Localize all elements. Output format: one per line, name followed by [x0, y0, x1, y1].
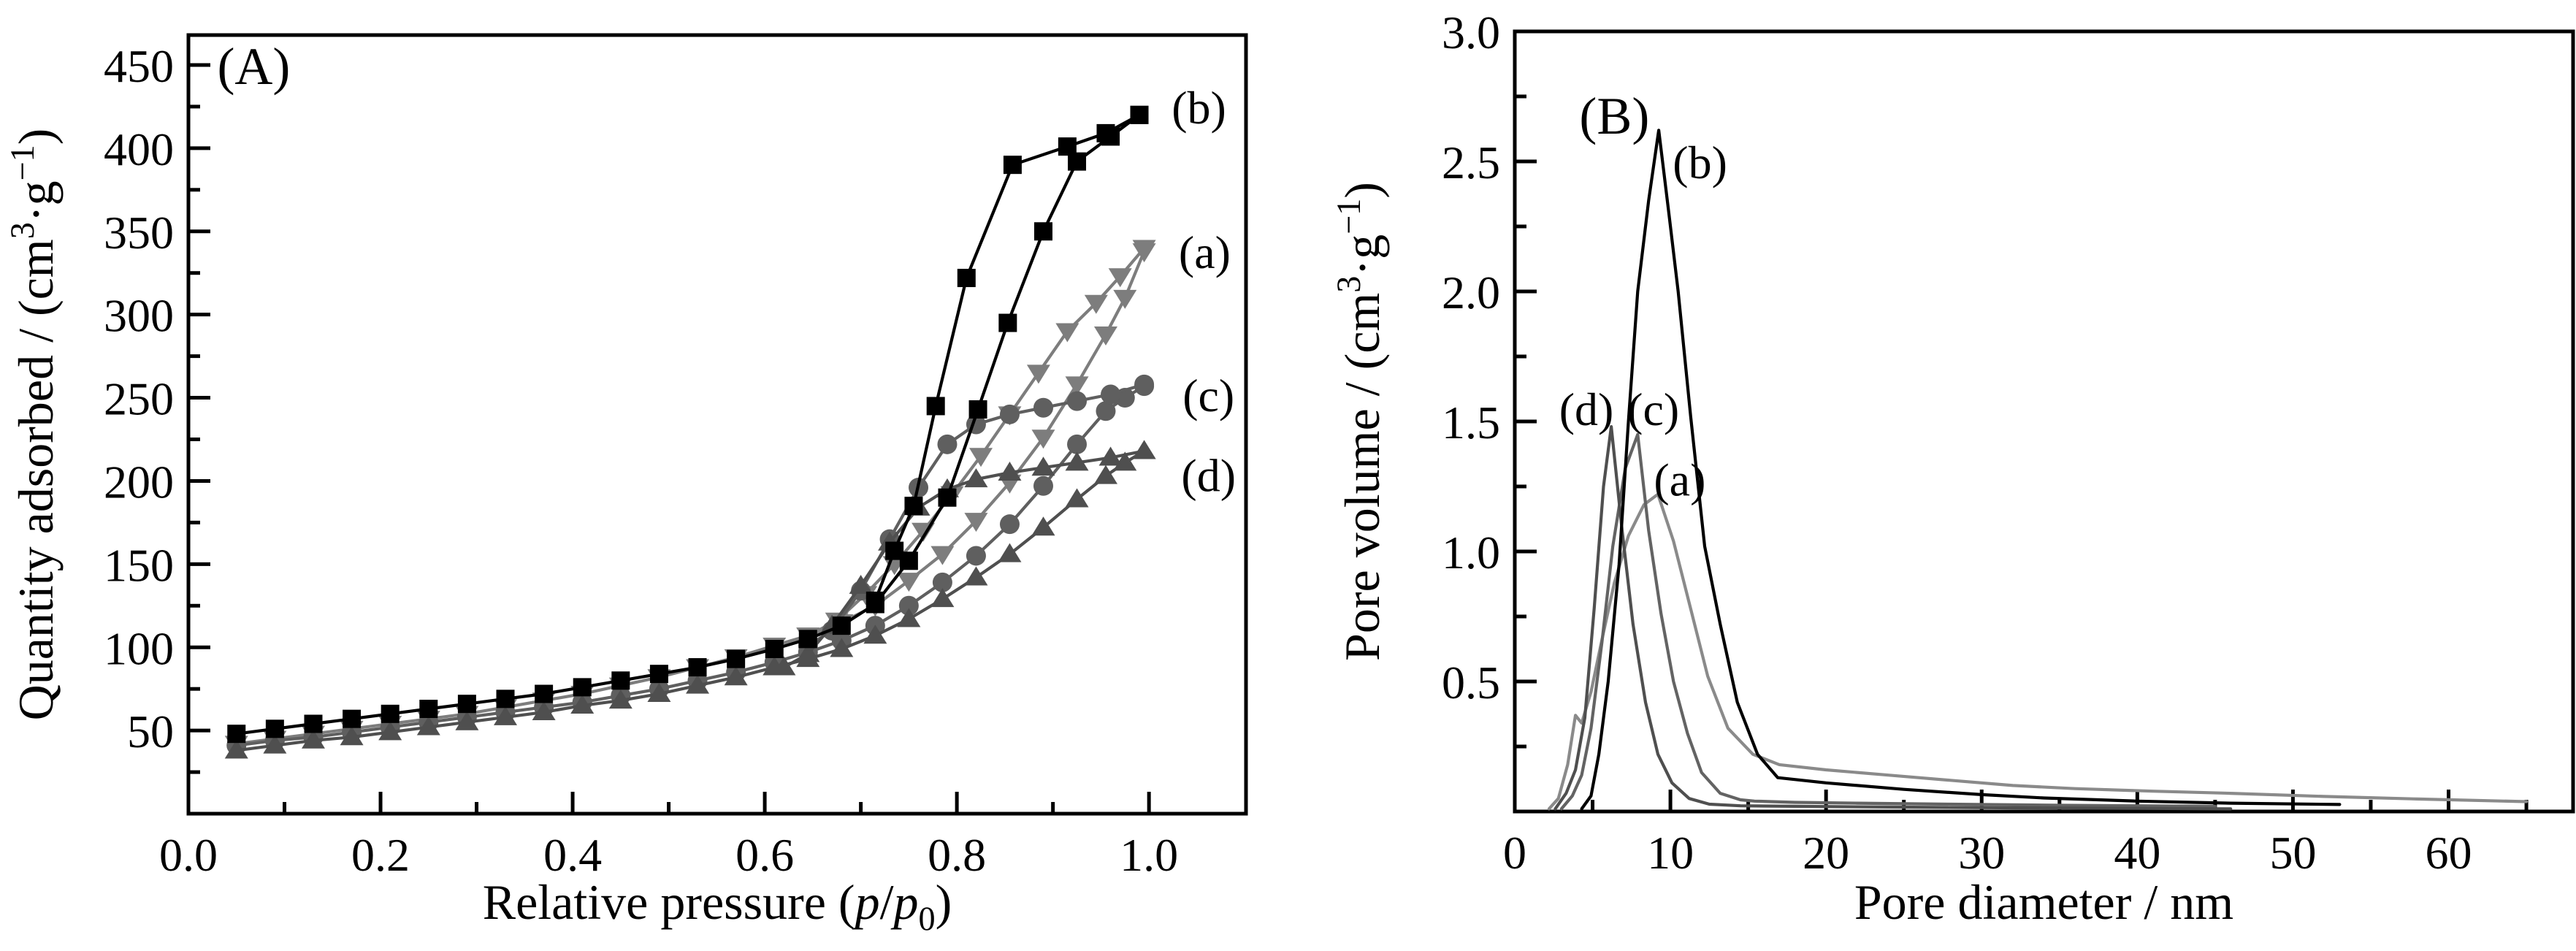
panel-a: 0.0 0.2 0.4 0.6 0.8 1.0 50 100 150 200 250 300 350 40… — [4, 33, 1248, 938]
y-tick-label: 50 — [127, 706, 174, 757]
series-label-b: (b) — [1673, 137, 1727, 188]
series-label-d: (d) — [1181, 449, 1236, 501]
x-tick-label: 60 — [2426, 827, 2472, 879]
panel-a-frame — [186, 33, 1248, 816]
x-tick-label: 40 — [2114, 827, 2160, 879]
panel-a-tick-labels: 0.0 0.2 0.4 0.6 0.8 1.0 50 100 150 200 250 300 350 40… — [104, 40, 1178, 881]
x-tick-label: 0.6 — [735, 829, 794, 881]
series-label-b: (b) — [1172, 82, 1226, 134]
y-tick-label: 1.0 — [1442, 527, 1500, 578]
panel-b-y-axis-title: Pore volume / (cm3·g−1) — [1331, 182, 1390, 661]
series-d-curve-line — [1553, 425, 2233, 811]
series-label-c: (c) — [1627, 383, 1679, 435]
panel-b-tick-labels: 0 10 20 30 40 50 60 0.5 1.0 1.5 2.0 2.5 3.0 — [1442, 7, 2472, 879]
x-tick-label: 0.4 — [543, 829, 602, 881]
panel-tag-a: (A) — [217, 37, 290, 96]
panel-tag-b: (B) — [1579, 87, 1649, 145]
series-a-curve-line — [1547, 492, 2529, 811]
series-b-adsorption-markers — [227, 105, 1149, 744]
y-tick-label: 2.0 — [1442, 267, 1500, 318]
series-label-c: (c) — [1182, 370, 1234, 421]
series-b-curve-line — [1580, 129, 2342, 811]
series-d: (d) — [1553, 383, 2233, 811]
y-tick-label: 250 — [104, 373, 174, 425]
y-tick-label: 350 — [104, 207, 174, 259]
series-c: (c) — [1559, 383, 2217, 811]
y-tick-label: 200 — [104, 456, 174, 508]
series-d-adsorption-line — [234, 449, 1146, 752]
x-tick-label: 0 — [1503, 827, 1526, 879]
panel-b-x-axis-title: Pore diameter / nm — [1854, 874, 2233, 930]
series-c: (c) — [226, 370, 1234, 756]
panel-a-y-axis-title: Quantity adsorbed / (cm3·g−1) — [4, 129, 64, 721]
y-tick-label: 0.5 — [1442, 657, 1500, 709]
x-tick-label: 0.2 — [351, 829, 410, 881]
series-d: (d) — [224, 440, 1236, 759]
y-tick-label: 2.5 — [1442, 137, 1500, 188]
series-label-a: (a) — [1179, 226, 1231, 278]
series-label-d: (d) — [1559, 383, 1614, 435]
y-tick-label: 150 — [104, 539, 174, 591]
series-c-adsorption-markers — [226, 376, 1155, 756]
x-tick-label: 0.0 — [159, 829, 218, 881]
y-tick-label: 1.5 — [1442, 397, 1500, 448]
series-c-curve-line — [1559, 432, 2217, 811]
x-tick-label: 0.8 — [928, 829, 986, 881]
y-tick-label: 300 — [104, 290, 174, 342]
x-tick-label: 1.0 — [1120, 829, 1178, 881]
series-d-adsorption-markers — [224, 440, 1156, 759]
x-tick-label: 30 — [1958, 827, 2005, 879]
y-tick-label: 100 — [104, 622, 174, 674]
y-tick-label: 400 — [104, 123, 174, 175]
series-b: (b) — [227, 82, 1226, 744]
x-tick-label: 20 — [1803, 827, 1849, 879]
series-b: (b) — [1580, 129, 2342, 811]
panel-b: 0 10 20 30 40 50 60 0.5 1.0 1.5 2.0 2.5 3.0 Pore diam… — [1331, 7, 2575, 930]
x-tick-label: 50 — [2269, 827, 2316, 879]
panel-a-x-axis-title: Relative pressure (p/p0) — [483, 874, 952, 938]
panel-a-ticks — [186, 63, 1151, 814]
series-a-desorption-markers — [796, 240, 1156, 647]
x-tick-label: 10 — [1647, 827, 1694, 879]
y-tick-label: 450 — [104, 40, 174, 92]
series-b-desorption-markers — [865, 105, 1149, 610]
y-tick-label: 3.0 — [1442, 7, 1500, 58]
